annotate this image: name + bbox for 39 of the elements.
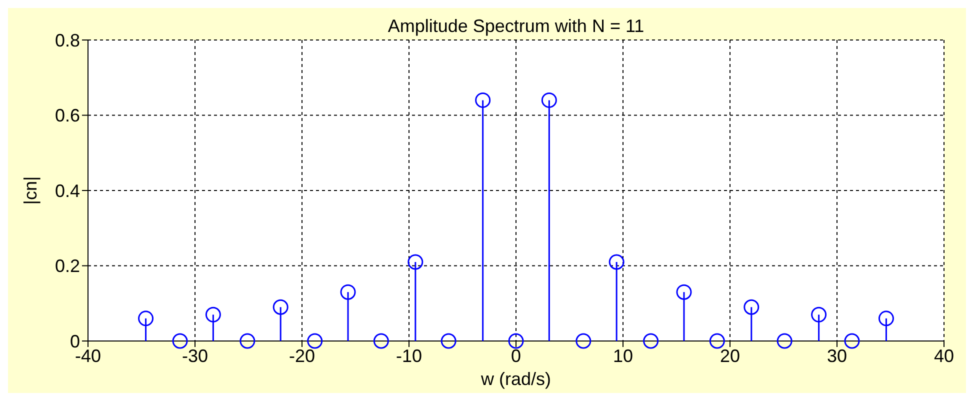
point — [608, 254, 624, 270]
x-axis-title: w (rad/s) — [480, 369, 552, 389]
point — [340, 284, 356, 300]
x-tick-label: -20 — [288, 346, 316, 366]
point — [272, 299, 288, 315]
point — [172, 333, 188, 349]
point — [643, 333, 659, 349]
x-tick-label: 30 — [826, 346, 848, 366]
y-tick-label: 0.4 — [54, 180, 80, 201]
point — [744, 299, 760, 315]
point — [373, 333, 389, 349]
x-tick-label: -10 — [396, 346, 422, 366]
point — [709, 333, 725, 349]
point — [844, 333, 860, 349]
x-tick-label: 20 — [720, 346, 740, 366]
y-tick-label: 0.2 — [54, 256, 80, 276]
point — [776, 333, 792, 349]
x-tick-label: 0 — [510, 346, 522, 366]
point — [541, 92, 557, 108]
point — [576, 333, 592, 349]
y-tick-label: 0.8 — [54, 30, 80, 50]
point — [811, 306, 827, 322]
point — [138, 310, 154, 326]
y-tick-label: 0.6 — [54, 106, 80, 126]
point — [475, 92, 491, 108]
point — [205, 306, 221, 322]
point — [307, 333, 323, 349]
x-tick-label: 10 — [612, 346, 634, 366]
point — [440, 333, 456, 349]
chart-title: Amplitude Spectrum with N = 11 — [386, 16, 646, 37]
y-axis-title: |cn| — [20, 176, 40, 205]
point — [676, 284, 692, 300]
point — [508, 333, 524, 349]
point — [240, 333, 256, 349]
point — [878, 310, 894, 326]
y-tick-label: 0 — [70, 331, 80, 352]
point — [408, 254, 424, 270]
x-tick-label: -30 — [182, 346, 208, 366]
x-tick-label: 40 — [934, 346, 954, 366]
